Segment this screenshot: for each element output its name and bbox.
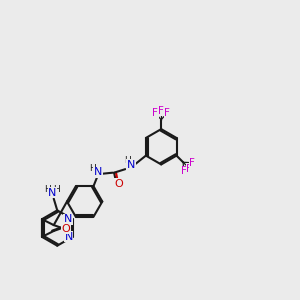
- Text: F: F: [187, 164, 192, 173]
- Text: H: H: [53, 185, 59, 194]
- Text: N: N: [94, 167, 102, 177]
- Text: H: H: [89, 164, 96, 173]
- Text: F: F: [189, 158, 195, 168]
- Text: F: F: [164, 108, 170, 118]
- Text: N: N: [48, 188, 56, 198]
- Text: O: O: [62, 224, 70, 234]
- Text: H: H: [44, 185, 51, 194]
- Text: N: N: [64, 232, 73, 242]
- Text: O: O: [115, 179, 124, 189]
- Text: F: F: [181, 166, 187, 176]
- Text: N: N: [127, 160, 135, 170]
- Text: F: F: [152, 108, 158, 118]
- Text: H: H: [124, 156, 130, 165]
- Text: F: F: [158, 106, 164, 116]
- Text: N: N: [64, 214, 72, 224]
